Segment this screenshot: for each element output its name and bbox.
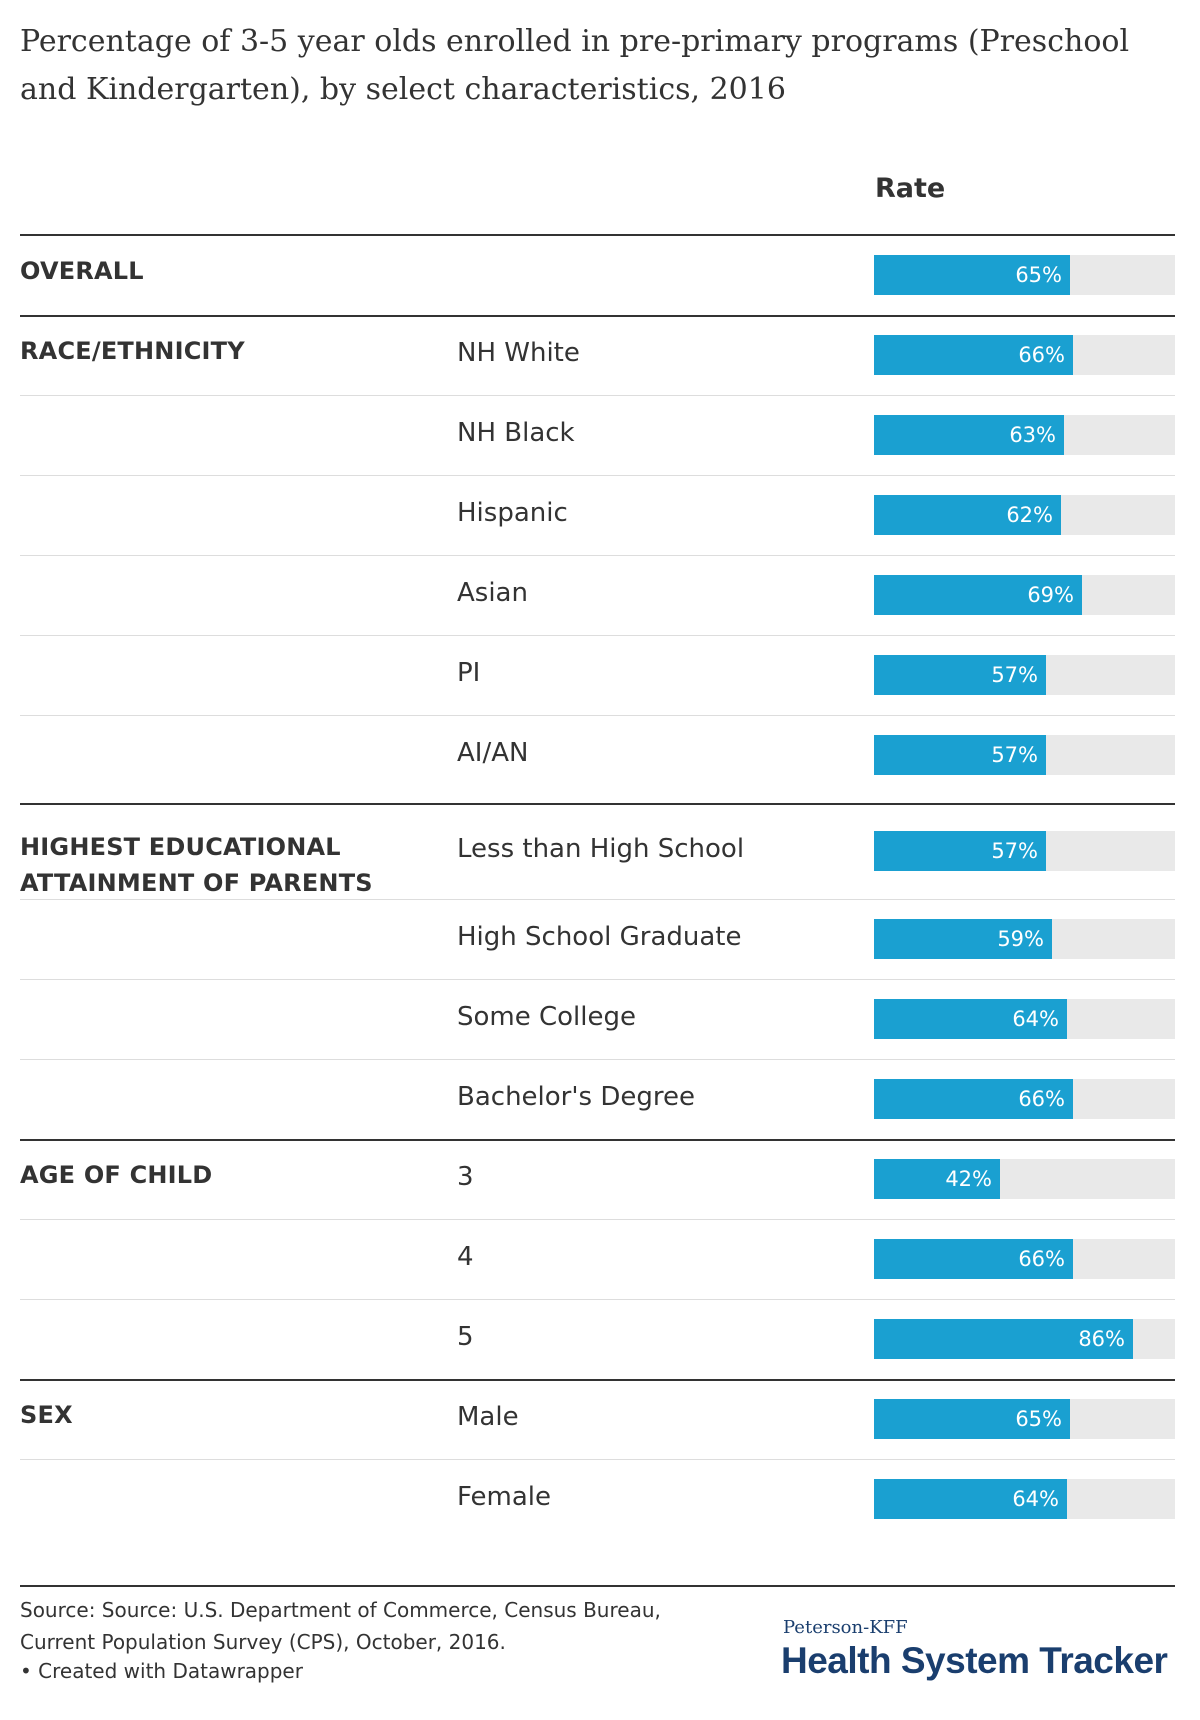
bar-value-label: 65% — [1015, 263, 1062, 287]
bar-track: 86% — [874, 1319, 1175, 1359]
bar — [874, 735, 1046, 775]
row-label: PI — [457, 658, 481, 688]
logo-health-system-tracker: Health System Tracker — [781, 1640, 1168, 1681]
group-divider — [20, 315, 1175, 317]
bar-track: 69% — [874, 575, 1175, 615]
bar-value-label: 57% — [991, 663, 1038, 687]
row-divider — [20, 1059, 1175, 1060]
bar — [874, 335, 1073, 375]
row-label: Less than High School — [457, 834, 745, 864]
bar-track: 57% — [874, 735, 1175, 775]
bar — [874, 255, 1070, 295]
group-label: AGE OF CHILD — [20, 1161, 213, 1189]
bar-track: 65% — [874, 255, 1175, 295]
bar-track: 66% — [874, 1239, 1175, 1279]
group-label: OVERALL — [20, 257, 144, 285]
bar-track: 65% — [874, 1399, 1175, 1439]
bar — [874, 919, 1052, 959]
bar-track: 66% — [874, 335, 1175, 375]
rate-column-header: Rate — [875, 173, 946, 204]
row-label: 5 — [457, 1322, 474, 1352]
bar-value-label: 64% — [1012, 1007, 1059, 1031]
row-label: High School Graduate — [457, 922, 742, 952]
bar-value-label: 86% — [1078, 1327, 1125, 1351]
row-divider — [20, 475, 1175, 476]
bar-track: 66% — [874, 1079, 1175, 1119]
bar-value-label: 66% — [1018, 343, 1065, 367]
bar — [874, 1399, 1070, 1439]
bar — [874, 1319, 1133, 1359]
bar — [874, 495, 1061, 535]
group-divider — [20, 1379, 1175, 1381]
bar-value-label: 57% — [991, 839, 1038, 863]
row-label: Some College — [457, 1002, 637, 1032]
group-label: RACE/ETHNICITY — [20, 337, 245, 365]
row-divider — [20, 1299, 1175, 1300]
footer-divider — [20, 1585, 1175, 1587]
bar — [874, 575, 1082, 615]
row-label: Asian — [457, 578, 528, 608]
bar-track: 59% — [874, 919, 1175, 959]
header-divider — [20, 234, 1175, 236]
bar-track: 64% — [874, 999, 1175, 1039]
bar — [874, 999, 1067, 1039]
bar-track: 57% — [874, 831, 1175, 871]
bar — [874, 1239, 1073, 1279]
row-label: AI/AN — [457, 738, 529, 768]
source-line-1: Source: Source: U.S. Department of Comme… — [20, 1598, 661, 1622]
row-label: NH Black — [457, 418, 575, 448]
source-line-2: Current Population Survey (CPS), October… — [20, 1630, 506, 1654]
row-divider — [20, 979, 1175, 980]
row-label: Hispanic — [457, 498, 568, 528]
row-label: Female — [457, 1482, 552, 1512]
bar-value-label: 42% — [945, 1167, 992, 1191]
group-divider — [20, 803, 1175, 805]
chart-title: Percentage of 3-5 year olds enrolled in … — [20, 24, 1130, 107]
bar-value-label: 63% — [1009, 423, 1056, 447]
row-divider — [20, 715, 1175, 716]
row-label: 4 — [457, 1242, 474, 1272]
bar-value-label: 59% — [997, 927, 1044, 951]
row-label: Male — [457, 1402, 519, 1432]
logo-peterson-kff: Peterson-KFF — [783, 1617, 908, 1638]
bar-track: 42% — [874, 1159, 1175, 1199]
group-divider — [20, 1139, 1175, 1141]
datawrapper-credit: • Created with Datawrapper — [20, 1659, 303, 1683]
row-divider — [20, 899, 1175, 900]
bar-value-label: 57% — [991, 743, 1038, 767]
row-label: 3 — [457, 1162, 474, 1192]
bar-track: 64% — [874, 1479, 1175, 1519]
bar — [874, 1159, 1000, 1199]
row-label: NH White — [457, 338, 580, 368]
row-divider — [20, 395, 1175, 396]
bar-track: 57% — [874, 655, 1175, 695]
source-note: Source: Source: U.S. Department of Comme… — [20, 1594, 720, 1658]
bar-value-label: 62% — [1006, 503, 1053, 527]
group-label: HIGHEST EDUCATIONAL ATTAINMENT OF PARENT… — [20, 833, 373, 897]
row-divider — [20, 635, 1175, 636]
bar-value-label: 69% — [1027, 583, 1074, 607]
bar — [874, 1479, 1067, 1519]
bar-value-label: 65% — [1015, 1407, 1062, 1431]
bar-track: 63% — [874, 415, 1175, 455]
row-divider — [20, 555, 1175, 556]
bar-value-label: 64% — [1012, 1487, 1059, 1511]
bar — [874, 1079, 1073, 1119]
row-divider — [20, 1219, 1175, 1220]
bar — [874, 655, 1046, 695]
group-label: SEX — [20, 1401, 73, 1429]
bar-value-label: 66% — [1018, 1247, 1065, 1271]
row-divider — [20, 1459, 1175, 1460]
bar-track: 62% — [874, 495, 1175, 535]
bar — [874, 831, 1046, 871]
row-label: Bachelor's Degree — [457, 1082, 695, 1112]
bar-value-label: 66% — [1018, 1087, 1065, 1111]
bar — [874, 415, 1064, 455]
